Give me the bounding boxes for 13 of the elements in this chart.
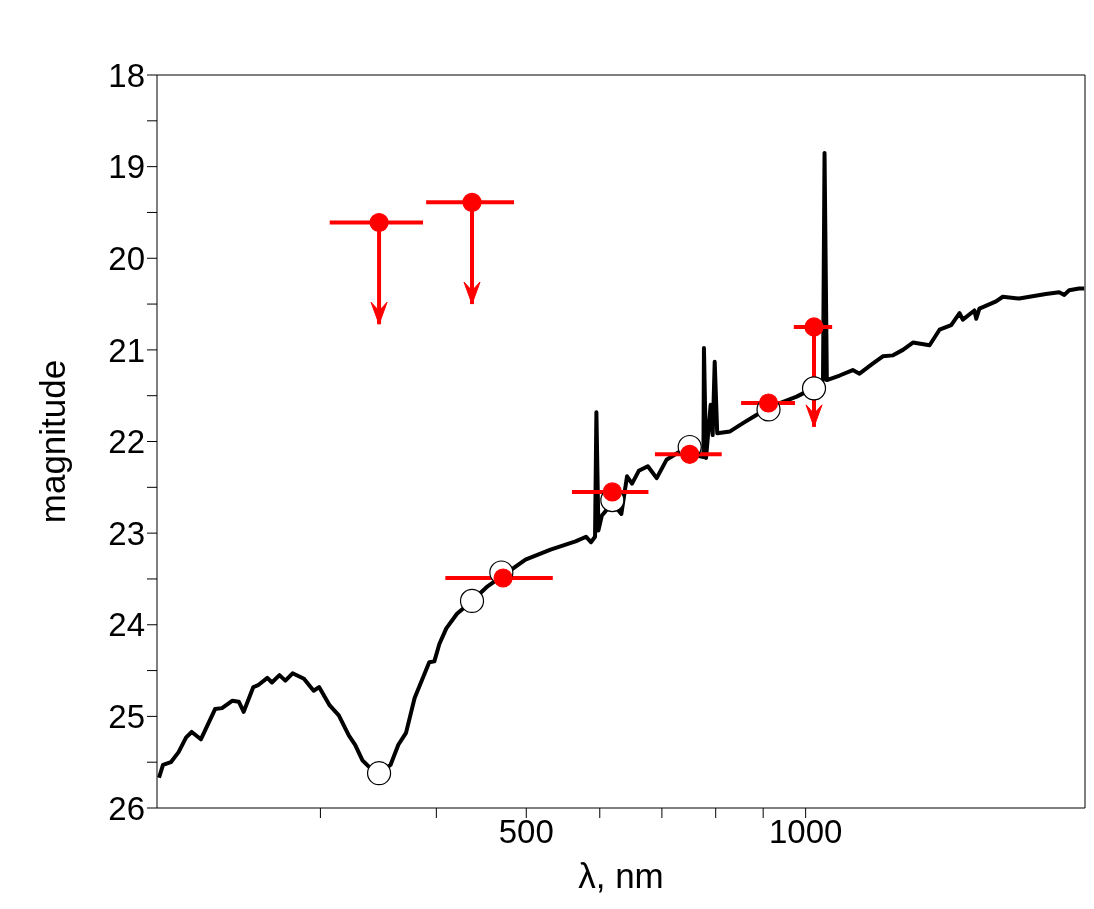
y-tick-label: 24 bbox=[108, 606, 145, 644]
y-tick-label: 19 bbox=[108, 148, 145, 186]
y-tick-label: 25 bbox=[108, 698, 145, 736]
y-tick-label: 21 bbox=[108, 331, 145, 369]
y-tick-label: 22 bbox=[108, 423, 145, 461]
y-tick-label: 20 bbox=[108, 239, 145, 277]
x-tick-label: 500 bbox=[498, 813, 554, 851]
y-tick-label: 18 bbox=[108, 56, 145, 94]
x-tick-label: 1000 bbox=[768, 813, 843, 851]
x-axis-title: λ, nm bbox=[578, 856, 664, 895]
y-tick-label: 23 bbox=[108, 514, 145, 552]
y-tick-label: 26 bbox=[108, 789, 145, 827]
y-axis-title: magnitude bbox=[33, 359, 73, 524]
